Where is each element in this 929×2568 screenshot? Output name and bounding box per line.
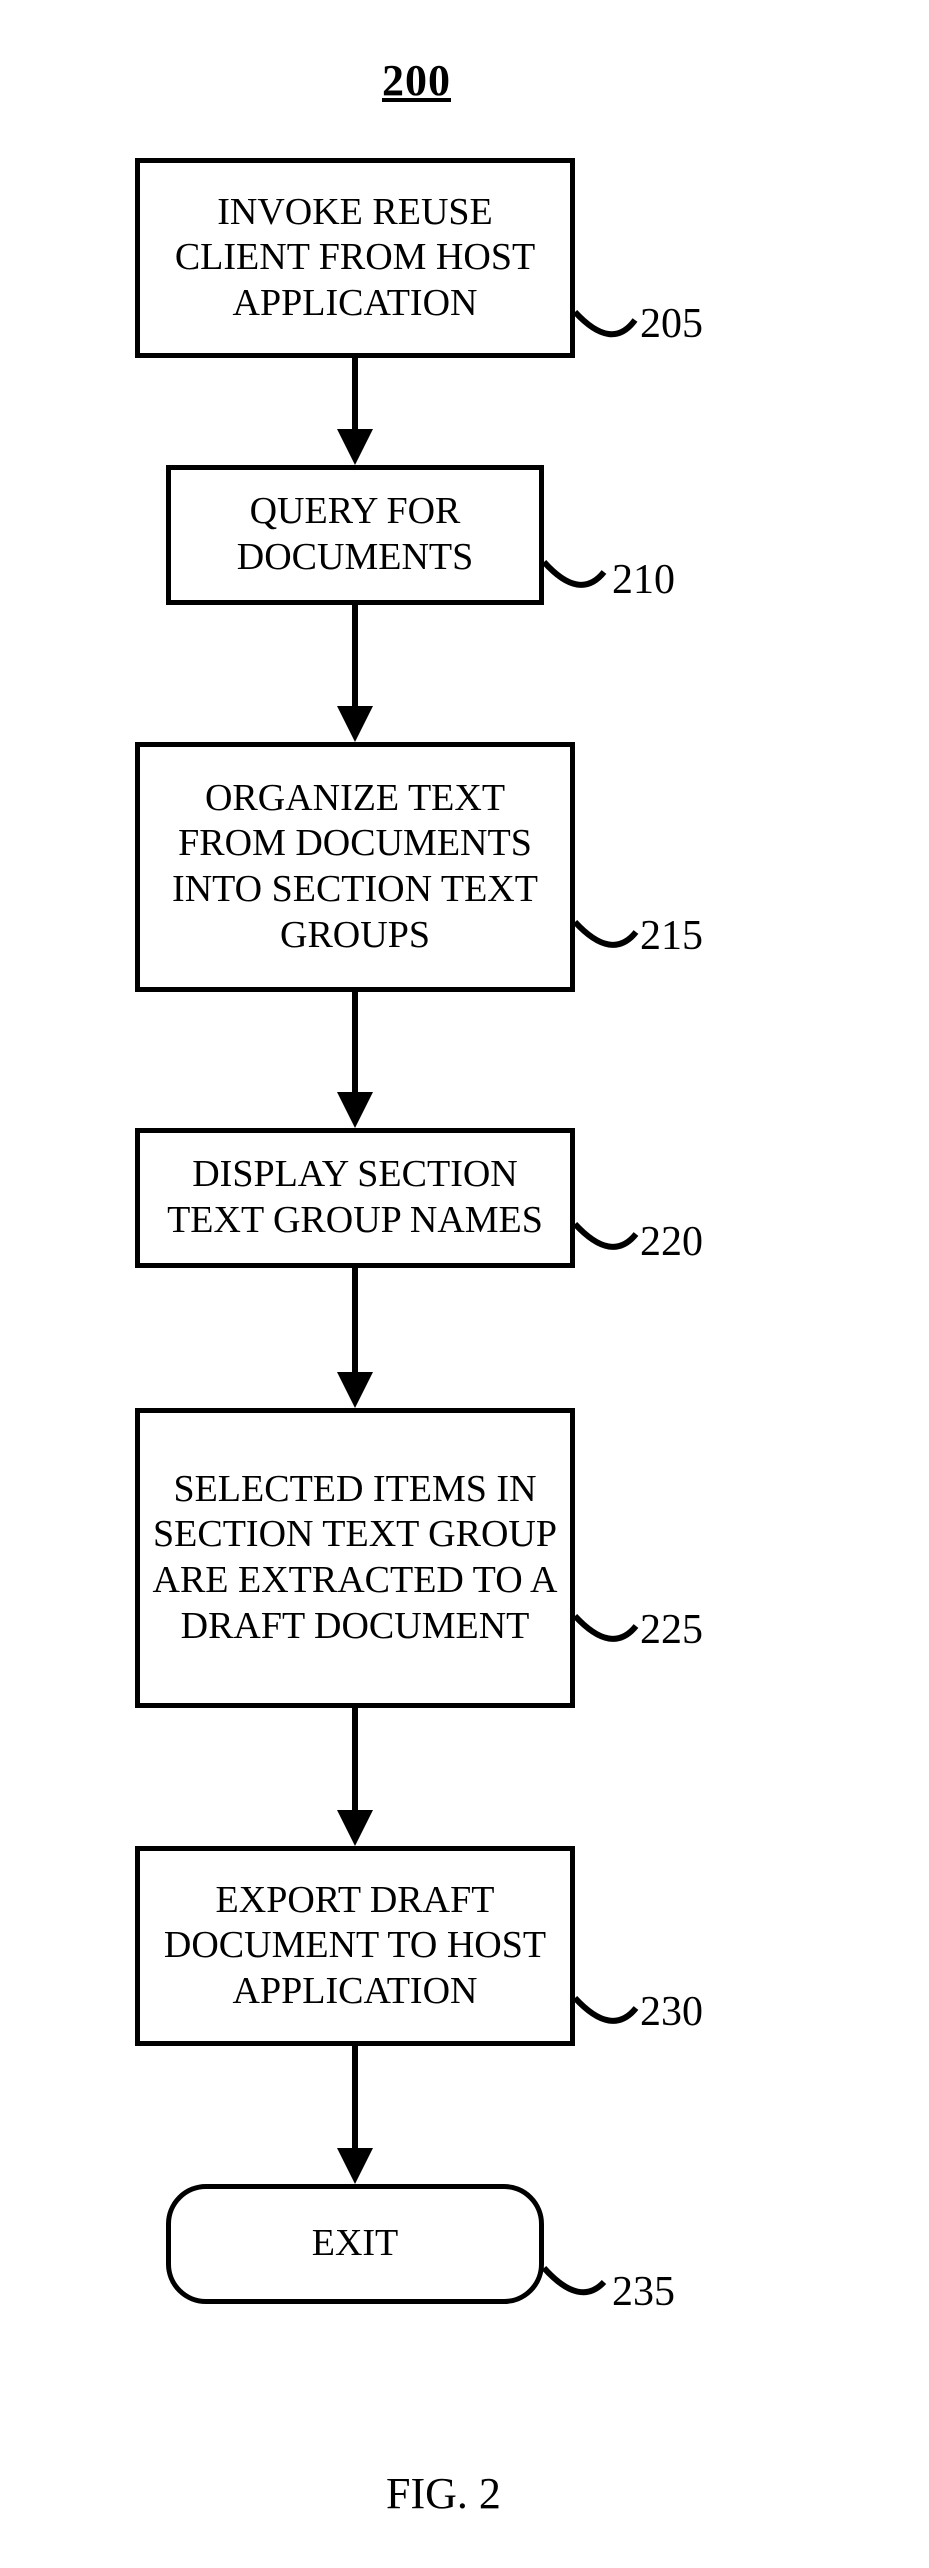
ref-label-n235: 235 xyxy=(612,2268,675,2316)
ref-label-n210: 210 xyxy=(612,556,675,604)
figure-number: 200 xyxy=(382,55,451,106)
ref-label-n230: 230 xyxy=(640,1988,703,2036)
flowchart-canvas: 200 FIG. 2 INVOKE REUSE CLIENT FROM HOST… xyxy=(0,0,929,2568)
flow-step-n225: SELECTED ITEMS IN SECTION TEXT GROUP ARE… xyxy=(135,1408,575,1708)
connectors-overlay xyxy=(0,0,929,2568)
ref-label-n215: 215 xyxy=(640,912,703,960)
flow-step-n210: QUERY FOR DOCUMENTS xyxy=(166,465,544,605)
figure-caption: FIG. 2 xyxy=(386,2468,501,2519)
flow-step-n235: EXIT xyxy=(166,2184,544,2304)
ref-label-n220: 220 xyxy=(640,1218,703,1266)
flow-step-n215: ORGANIZE TEXT FROM DOCUMENTS INTO SECTIO… xyxy=(135,742,575,992)
flow-step-n220: DISPLAY SECTION TEXT GROUP NAMES xyxy=(135,1128,575,1268)
flow-step-n230: EXPORT DRAFT DOCUMENT TO HOST APPLICATIO… xyxy=(135,1846,575,2046)
ref-label-n225: 225 xyxy=(640,1606,703,1654)
ref-label-n205: 205 xyxy=(640,300,703,348)
flow-step-n205: INVOKE REUSE CLIENT FROM HOST APPLICATIO… xyxy=(135,158,575,358)
